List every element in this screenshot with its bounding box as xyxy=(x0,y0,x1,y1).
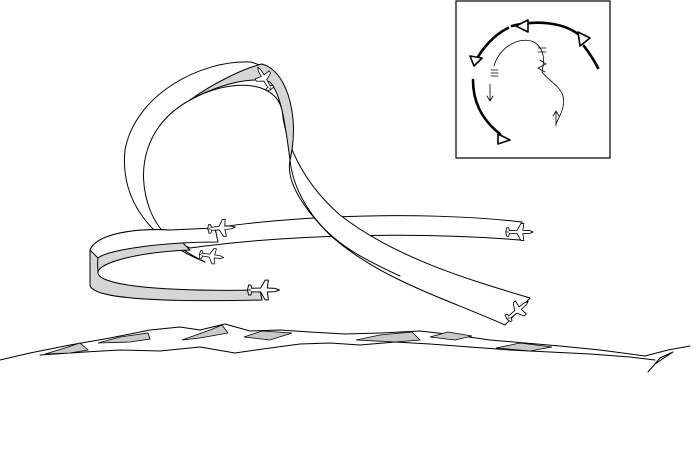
ribbon-loop-inner-edge xyxy=(289,159,401,277)
inset-arrow-top-icon xyxy=(515,19,529,33)
aircraft-mid-left xyxy=(197,246,226,266)
terrain-ridge-1 xyxy=(44,342,89,355)
inset-up-arrow-icon xyxy=(552,110,560,127)
terrain-ridge-5 xyxy=(355,331,421,343)
inset-track-tick-2 xyxy=(537,47,547,53)
terrain-crest xyxy=(647,351,674,373)
ribbon-loop-top-shade xyxy=(189,63,294,161)
flight-path-ribbon xyxy=(89,61,531,326)
inset-down-arrow-icon xyxy=(486,83,494,102)
inset-path-right xyxy=(582,44,600,70)
inset-plan-view xyxy=(455,0,611,159)
inset-arrow-right-icon xyxy=(577,31,591,47)
inset-ground-track xyxy=(493,40,565,125)
ground-contour xyxy=(39,341,656,361)
horizon-line xyxy=(0,323,691,361)
inset-arrow-left-icon xyxy=(469,55,483,67)
ribbon-lower-turn-face xyxy=(89,227,219,259)
inset-track-tick-1 xyxy=(490,69,499,77)
inset-frame xyxy=(455,0,611,159)
terrain xyxy=(0,323,691,373)
terrain-ridge-4 xyxy=(243,330,293,341)
inset-track-zigzag xyxy=(537,59,547,73)
inset-arrow-bottom-icon xyxy=(497,133,511,145)
terrain-ridge-7 xyxy=(495,342,553,352)
terrain-ridge-6 xyxy=(429,331,473,341)
inset-path-lower-left xyxy=(471,78,502,136)
terrain-ridge-2 xyxy=(97,332,151,344)
terrain-ridge-3 xyxy=(181,324,229,341)
